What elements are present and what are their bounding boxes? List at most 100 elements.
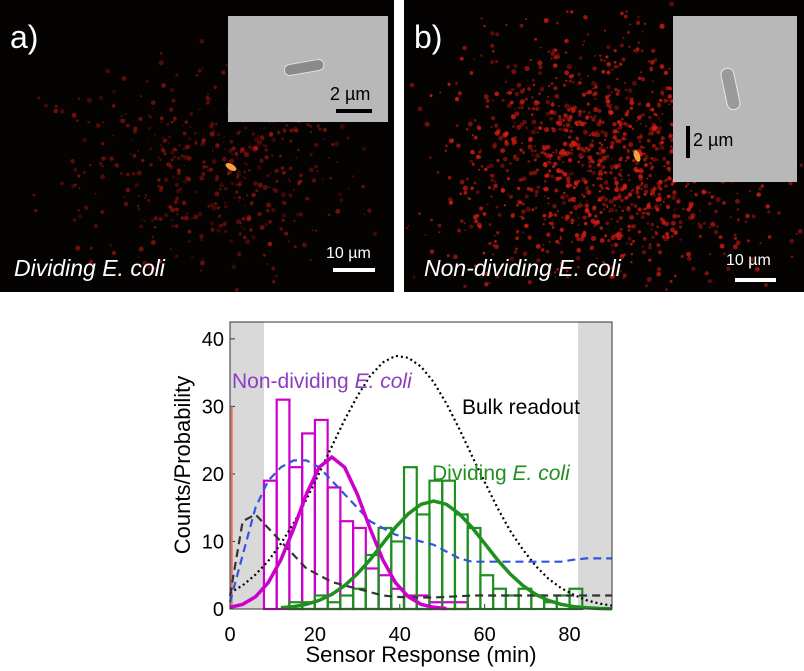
speckle bbox=[623, 122, 627, 126]
speckle bbox=[447, 82, 451, 87]
shaded-region bbox=[578, 322, 612, 609]
speckle bbox=[564, 103, 570, 109]
speckle bbox=[557, 155, 561, 159]
speckle bbox=[243, 170, 247, 174]
speckle bbox=[201, 138, 205, 143]
speckle bbox=[586, 102, 590, 106]
speckle bbox=[367, 208, 372, 213]
speckle bbox=[669, 1, 675, 7]
speckle bbox=[114, 163, 119, 167]
speckle bbox=[199, 175, 204, 181]
speckle bbox=[187, 229, 192, 234]
speckle bbox=[579, 121, 585, 127]
curve bbox=[228, 459, 612, 603]
speckle bbox=[553, 63, 558, 68]
speckle bbox=[77, 174, 81, 178]
speckle bbox=[163, 152, 167, 156]
speckle bbox=[583, 180, 588, 185]
speckle bbox=[329, 176, 333, 180]
speckle bbox=[512, 157, 516, 160]
speckle bbox=[224, 147, 226, 150]
speckle bbox=[483, 271, 489, 277]
speckle bbox=[33, 208, 38, 213]
speckle bbox=[194, 141, 198, 145]
speckle bbox=[715, 225, 719, 228]
speckle bbox=[663, 197, 666, 200]
speckle bbox=[267, 241, 272, 247]
speckle bbox=[597, 163, 601, 167]
speckle bbox=[670, 227, 675, 233]
speckle bbox=[565, 194, 569, 198]
speckle bbox=[515, 236, 519, 241]
speckle bbox=[569, 211, 573, 215]
speckle bbox=[564, 70, 570, 76]
speckle bbox=[662, 200, 665, 203]
speckle bbox=[524, 65, 530, 72]
speckle bbox=[570, 73, 575, 78]
speckle bbox=[601, 155, 607, 161]
speckle bbox=[627, 30, 630, 34]
speckle bbox=[594, 97, 597, 101]
annotation: Non-dividing E. coli bbox=[232, 370, 413, 393]
speckle bbox=[708, 226, 711, 229]
speckle bbox=[657, 192, 662, 197]
speckle bbox=[612, 135, 617, 140]
speckle bbox=[648, 243, 652, 246]
speckle bbox=[656, 196, 662, 202]
speckle bbox=[636, 135, 641, 140]
speckle bbox=[501, 98, 505, 102]
speckle bbox=[583, 40, 586, 43]
speckle bbox=[147, 126, 151, 130]
speckle bbox=[170, 218, 174, 222]
speckle bbox=[562, 141, 568, 147]
speckle bbox=[667, 176, 672, 181]
speckle bbox=[115, 164, 120, 169]
speckle bbox=[169, 165, 174, 170]
speckle bbox=[216, 228, 221, 233]
speckle bbox=[545, 144, 551, 150]
speckle bbox=[213, 85, 218, 90]
speckle bbox=[651, 207, 654, 210]
speckle bbox=[284, 231, 289, 236]
speckle bbox=[549, 158, 552, 160]
speckle bbox=[506, 103, 512, 108]
speckle bbox=[271, 266, 276, 271]
speckle bbox=[641, 113, 646, 117]
speckle bbox=[215, 174, 220, 179]
speckle bbox=[301, 242, 308, 248]
speckle bbox=[237, 253, 241, 257]
speckle bbox=[638, 175, 644, 181]
speckle bbox=[628, 124, 632, 129]
speckle bbox=[652, 186, 657, 191]
speckle bbox=[513, 155, 517, 159]
speckle bbox=[242, 176, 245, 178]
speckle bbox=[174, 254, 179, 259]
speckle bbox=[197, 68, 202, 73]
speckle bbox=[621, 57, 626, 62]
speckle bbox=[623, 183, 627, 188]
speckle bbox=[708, 253, 711, 256]
speckle bbox=[82, 170, 87, 175]
speckle bbox=[268, 242, 273, 246]
speckle bbox=[631, 80, 638, 86]
speckle bbox=[557, 104, 560, 108]
speckle bbox=[593, 167, 596, 170]
speckle bbox=[634, 169, 639, 173]
speckle bbox=[100, 209, 105, 215]
speckle bbox=[629, 100, 635, 106]
speckle bbox=[183, 215, 189, 221]
speckle bbox=[550, 57, 553, 60]
speckle bbox=[760, 184, 765, 188]
speckle bbox=[253, 148, 258, 153]
speckle bbox=[643, 192, 647, 196]
speckle bbox=[77, 208, 81, 212]
speckle bbox=[293, 219, 296, 222]
speckle bbox=[534, 37, 538, 41]
speckle bbox=[581, 177, 587, 183]
speckle bbox=[507, 90, 512, 95]
speckle bbox=[612, 129, 618, 134]
speckle bbox=[236, 131, 241, 135]
speckle bbox=[644, 189, 649, 194]
speckle bbox=[520, 142, 523, 144]
speckle bbox=[637, 102, 642, 106]
